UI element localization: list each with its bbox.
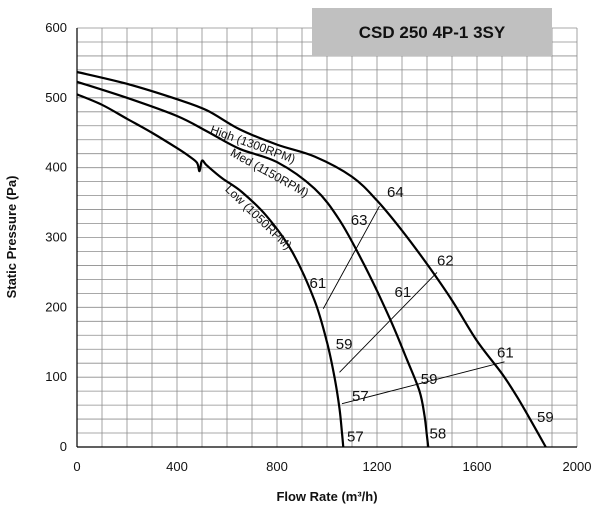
y-tick-label: 200: [45, 299, 67, 314]
y-axis-title: Static Pressure (Pa): [4, 176, 19, 299]
iso-line-1: [322, 205, 380, 309]
value-label: 57: [347, 428, 364, 445]
plot-frame: [76, 28, 577, 448]
value-label: 62: [437, 252, 454, 269]
y-tick-label: 0: [60, 439, 67, 454]
grid: [76, 27, 578, 448]
y-tick-label: 600: [45, 20, 67, 35]
value-label: 59: [421, 371, 438, 388]
value-label: 61: [395, 284, 412, 301]
fan-curves: [76, 70, 547, 448]
value-label: 61: [310, 275, 327, 292]
x-tick-label: 0: [73, 459, 80, 474]
value-annotations: 64 63 62 61 61 61 59 59 59 57 57 58: [310, 184, 554, 445]
iso-line-2: [339, 272, 438, 373]
curve-label-low: Low (1050RPM): [222, 182, 294, 252]
value-label: 64: [387, 184, 404, 201]
curve-high: [76, 70, 547, 448]
curve-low: [76, 93, 345, 448]
chart-title: CSD 250 4P-1 3SY: [359, 23, 506, 42]
value-label: 61: [497, 345, 514, 362]
y-tick-label: 100: [45, 369, 67, 384]
value-label: 57: [352, 388, 369, 405]
value-label: 63: [351, 212, 368, 229]
iso-lines: [322, 205, 505, 405]
iso-line-3: [341, 361, 505, 405]
x-tick-label: 800: [266, 459, 288, 474]
y-tick-label: 500: [45, 90, 67, 105]
x-tick-label: 1200: [363, 459, 392, 474]
x-tick-label: 2000: [563, 459, 592, 474]
x-axis-title: Flow Rate (m³/h): [276, 489, 377, 504]
curve-med: [76, 80, 430, 448]
y-tick-label: 400: [45, 160, 67, 175]
x-tick-label: 400: [166, 459, 188, 474]
y-tick-label: 300: [45, 230, 67, 245]
title-box: [312, 8, 552, 56]
value-label: 59: [336, 336, 353, 353]
x-tick-label: 1600: [463, 459, 492, 474]
tick-labels: 0 400 800 1200 1600 2000 0 100 200 300 400 500 600: [45, 20, 591, 474]
value-label: 59: [537, 409, 554, 426]
value-label: 58: [430, 426, 447, 443]
